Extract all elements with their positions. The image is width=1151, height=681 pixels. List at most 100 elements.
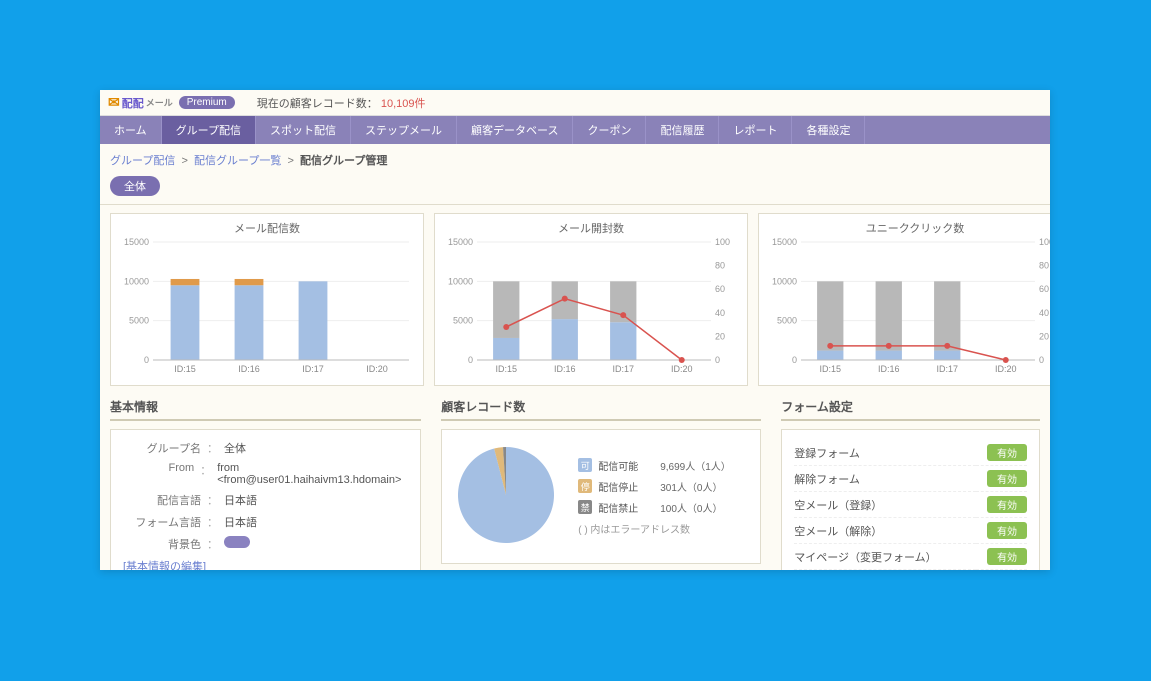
- form-settings-row: 解除フォーム有効: [794, 466, 1027, 492]
- edit-basic-info-link[interactable]: [基本情報の編集]: [123, 558, 408, 570]
- nav-tab[interactable]: クーポン: [573, 116, 646, 144]
- form-settings-row: バックナンバー無効: [794, 570, 1027, 571]
- info-value: 全体: [224, 440, 246, 456]
- svg-text:0: 0: [1039, 355, 1044, 365]
- chart-svg: 050001000015000ID:15ID:16ID:17ID:20: [117, 238, 417, 378]
- form-settings-row: 登録フォーム有効: [794, 440, 1027, 466]
- svg-text:ID:16: ID:16: [554, 364, 576, 374]
- envelope-icon: ✉: [108, 94, 120, 111]
- legend-note: ( ) 内はエラーアドレス数: [578, 521, 748, 536]
- form-settings-heading: フォーム設定: [781, 398, 1040, 421]
- svg-text:5000: 5000: [453, 316, 473, 326]
- svg-text:100: 100: [715, 238, 730, 247]
- form-status-badge[interactable]: 有効: [987, 522, 1027, 539]
- app-window: ✉ 配配 メール Premium 現在の顧客レコード数： 10,109件 ホーム…: [100, 90, 1050, 570]
- svg-text:40: 40: [1039, 308, 1049, 318]
- color-swatch: [224, 536, 250, 548]
- svg-text:5000: 5000: [777, 316, 797, 326]
- form-status-badge[interactable]: 有効: [987, 548, 1027, 565]
- svg-text:ID:15: ID:15: [819, 364, 841, 374]
- record-count: 現在の顧客レコード数： 10,109件: [257, 95, 426, 111]
- form-settings-table: 登録フォーム有効解除フォーム有効空メール（登録）有効空メール（解除）有効マイペー…: [794, 440, 1027, 570]
- legend-row: 禁配信禁止100人（0人）: [578, 500, 748, 515]
- form-settings-name: 解除フォーム: [794, 466, 976, 492]
- svg-text:ID:16: ID:16: [238, 364, 260, 374]
- info-value: 日本語: [224, 492, 257, 508]
- svg-text:0: 0: [715, 355, 720, 365]
- svg-text:5000: 5000: [129, 316, 149, 326]
- info-label: フォーム言語: [123, 514, 201, 530]
- legend-swatch: 禁: [578, 500, 592, 514]
- chart-card: ユニーククリック数050001000015000020406080100ID:1…: [758, 213, 1050, 386]
- info-value: from <from@user01.haihaivm13.hdomain>: [217, 462, 408, 486]
- info-row: フォーム言語：日本語: [123, 514, 408, 530]
- svg-text:40: 40: [715, 308, 725, 318]
- form-settings-name: マイページ（変更フォーム）: [794, 544, 976, 570]
- info-label: 配信言語: [123, 492, 201, 508]
- form-settings-body: 登録フォーム有効解除フォーム有効空メール（登録）有効空メール（解除）有効マイペー…: [781, 429, 1040, 570]
- nav-tab[interactable]: 顧客データベース: [457, 116, 573, 144]
- svg-text:80: 80: [1039, 261, 1049, 271]
- form-settings-row: 空メール（登録） 有効: [794, 492, 1027, 518]
- basic-info-heading: 基本情報: [110, 398, 421, 421]
- charts-row: メール配信数050001000015000ID:15ID:16ID:17ID:2…: [100, 213, 1050, 386]
- form-status-badge[interactable]: 有効: [987, 444, 1027, 461]
- info-row: 配信言語：日本語: [123, 492, 408, 508]
- form-status-badge[interactable]: 有効: [987, 470, 1027, 487]
- breadcrumb: グループ配信 > 配信グループ一覧 > 配信グループ管理: [100, 144, 1050, 172]
- svg-text:15000: 15000: [448, 238, 473, 247]
- form-settings-name: 空メール（登録）: [794, 492, 976, 518]
- chart-card: メール開封数050001000015000020406080100ID:15ID…: [434, 213, 748, 386]
- nav-tab[interactable]: 配信履歴: [646, 116, 719, 144]
- svg-text:60: 60: [715, 284, 725, 294]
- svg-text:20: 20: [715, 331, 725, 341]
- premium-badge: Premium: [179, 96, 235, 109]
- info-value: [224, 536, 250, 552]
- info-label: 背景色: [123, 536, 201, 552]
- svg-text:ID:20: ID:20: [671, 364, 693, 374]
- svg-text:ID:17: ID:17: [936, 364, 958, 374]
- svg-text:80: 80: [715, 261, 725, 271]
- svg-text:10000: 10000: [772, 276, 797, 286]
- legend-row: 停配信停止301人（0人）: [578, 479, 748, 494]
- nav-tab[interactable]: 各種設定: [792, 116, 865, 144]
- svg-text:ID:20: ID:20: [366, 364, 388, 374]
- svg-text:ID:20: ID:20: [995, 364, 1017, 374]
- breadcrumb-link-2[interactable]: 配信グループ一覧: [194, 155, 281, 167]
- filter-pill[interactable]: 全体: [110, 176, 160, 196]
- breadcrumb-current: 配信グループ管理: [300, 155, 387, 167]
- chart-card: メール配信数050001000015000ID:15ID:16ID:17ID:2…: [110, 213, 424, 386]
- nav-tab[interactable]: ステップメール: [351, 116, 457, 144]
- svg-text:0: 0: [144, 355, 149, 365]
- svg-text:ID:15: ID:15: [495, 364, 517, 374]
- customer-records-section: 顧客レコード数 可配信可能9,699人（1人）停配信停止301人（0人）禁配信禁…: [441, 398, 761, 570]
- form-settings-name: バックナンバー: [794, 570, 976, 571]
- legend-swatch: 可: [578, 458, 592, 472]
- svg-text:60: 60: [1039, 284, 1049, 294]
- basic-info-section: 基本情報 グループ名：全体From：from <from@user01.haih…: [110, 398, 421, 570]
- customer-records-heading: 顧客レコード数: [441, 398, 761, 421]
- sections-row: 基本情報 グループ名：全体From：from <from@user01.haih…: [100, 386, 1050, 570]
- nav-tab[interactable]: スポット配信: [256, 116, 351, 144]
- customer-records-body: 可配信可能9,699人（1人）停配信停止301人（0人）禁配信禁止100人（0人…: [441, 429, 761, 564]
- info-label: グループ名: [123, 440, 201, 456]
- svg-text:10000: 10000: [448, 276, 473, 286]
- nav-tab[interactable]: グループ配信: [162, 116, 256, 144]
- pie-svg: [454, 440, 564, 550]
- chart-svg: 050001000015000020406080100ID:15ID:16ID:…: [765, 238, 1050, 378]
- top-bar: ✉ 配配 メール Premium 現在の顧客レコード数： 10,109件: [100, 90, 1050, 116]
- breadcrumb-link-1[interactable]: グループ配信: [110, 155, 175, 167]
- svg-text:15000: 15000: [772, 238, 797, 247]
- form-settings-name: 登録フォーム: [794, 440, 976, 466]
- form-settings-row: 空メール（解除）有効: [794, 518, 1027, 544]
- basic-info-body: グループ名：全体From：from <from@user01.haihaivm1…: [110, 429, 421, 570]
- chart-svg: 050001000015000020406080100ID:15ID:16ID:…: [441, 238, 741, 378]
- chart-title: ユニーククリック数: [765, 220, 1050, 236]
- nav-tab[interactable]: ホーム: [100, 116, 162, 144]
- app-logo: ✉ 配配 メール: [108, 94, 173, 111]
- svg-text:0: 0: [792, 355, 797, 365]
- form-status-badge[interactable]: 有効: [987, 496, 1027, 513]
- logo-sub: メール: [146, 96, 173, 109]
- nav-tab[interactable]: レポート: [719, 116, 792, 144]
- form-settings-row: マイページ（変更フォーム） 有効: [794, 544, 1027, 570]
